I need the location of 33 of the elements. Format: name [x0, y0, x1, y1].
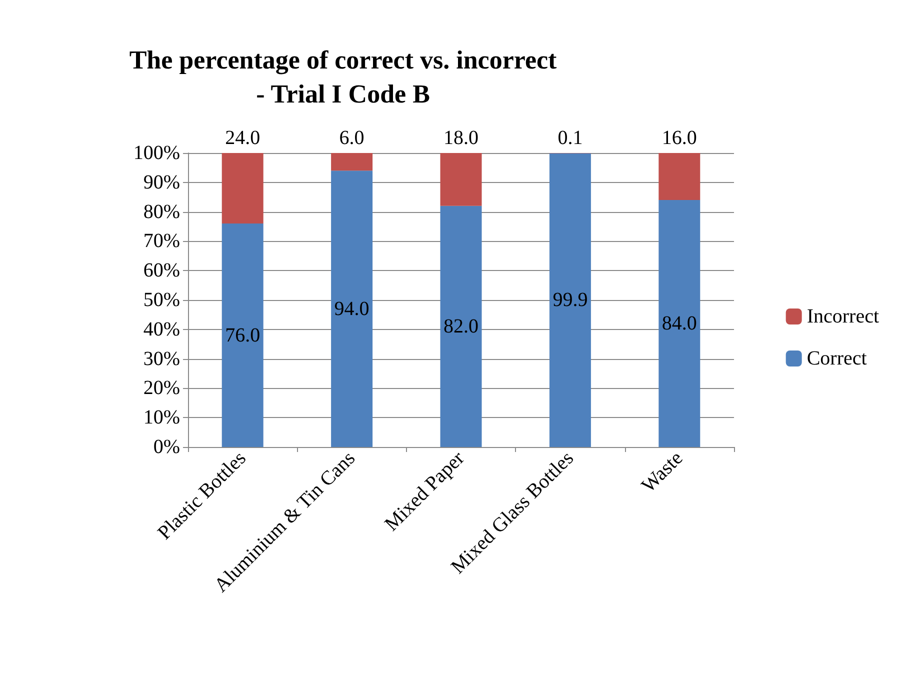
data-label: 76.0 — [225, 324, 260, 346]
bar — [549, 153, 591, 447]
bar — [658, 153, 700, 200]
y-tick-label: 70% — [143, 230, 180, 252]
data-label: 82.0 — [444, 315, 478, 338]
y-tick-label: 100% — [133, 142, 180, 164]
bar — [222, 224, 264, 447]
y-tick-label: 30% — [143, 348, 180, 370]
y-tick-label: 10% — [143, 406, 180, 429]
bar — [658, 200, 700, 447]
bar — [440, 206, 482, 447]
data-label: 24.0 — [225, 127, 260, 149]
data-label: 84.0 — [662, 312, 697, 335]
y-tick-label: 60% — [143, 260, 180, 282]
bar — [331, 153, 373, 171]
data-label: 16.0 — [662, 127, 697, 149]
data-label: 94.0 — [334, 298, 370, 320]
y-tick-label: 80% — [143, 200, 180, 223]
y-tick-label: 90% — [143, 171, 180, 194]
data-label: 6.0 — [339, 127, 364, 149]
legend-label: Incorrect — [806, 306, 880, 328]
legend-label: Correct — [806, 348, 868, 370]
data-label: 0.1 — [558, 127, 583, 149]
data-label: 99.9 — [552, 289, 588, 312]
y-tick-label: 20% — [143, 377, 180, 400]
y-tick-label: 0% — [153, 436, 180, 458]
bar — [222, 153, 264, 224]
bar — [440, 153, 482, 206]
bar — [331, 170, 373, 447]
chart-title: The percentage of correct vs. incorrect - Trial I Code B — [129, 46, 558, 108]
data-label: 18.0 — [444, 127, 478, 149]
y-tick-label: 50% — [143, 289, 180, 311]
y-tick-label: 40% — [143, 318, 180, 340]
